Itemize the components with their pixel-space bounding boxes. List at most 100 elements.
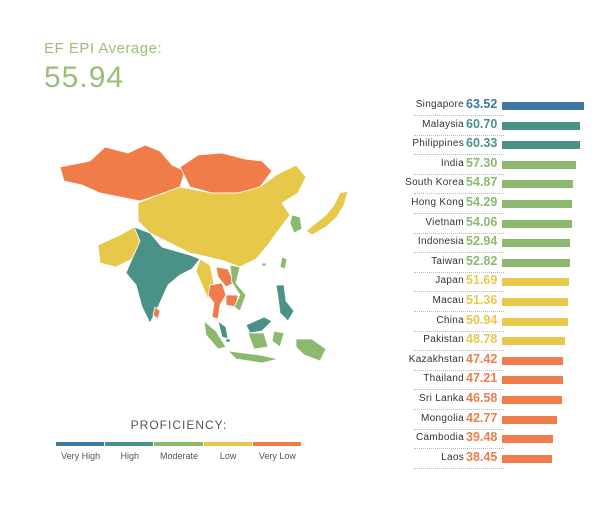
legend-label: Very Low — [258, 451, 296, 461]
country-name: Laos — [441, 451, 464, 463]
map-region-indonesia — [203, 320, 327, 364]
legend-item: Low — [203, 442, 253, 461]
country-row: Philippines 60.33 — [380, 135, 612, 156]
country-score: 57.30 — [466, 155, 498, 170]
row-divider — [414, 369, 504, 371]
map-region-hong-kong — [261, 262, 267, 267]
legend-item: Very Low — [252, 442, 302, 461]
score-bar — [502, 337, 565, 346]
country-row: Malaysia 60.70 — [380, 116, 612, 136]
map-region-vietnam — [229, 264, 247, 312]
country-name: Mongolia — [421, 412, 464, 424]
country-score: 42.77 — [466, 410, 498, 425]
map-region-south-korea — [289, 214, 303, 234]
score-bar — [502, 454, 552, 463]
country-score: 46.58 — [466, 391, 498, 405]
country-row: Taiwan 52.82 — [380, 253, 612, 273]
country-row: Singapore 63.52 — [380, 96, 612, 116]
country-name: Indonesia — [417, 236, 464, 248]
row-divider — [414, 134, 504, 136]
country-row: Vietnam 54.06 — [380, 214, 612, 234]
country-row: India 57.30 — [380, 155, 612, 175]
country-name: Sri Lanka — [419, 393, 464, 404]
legend-swatch — [154, 442, 203, 446]
country-score: 47.42 — [466, 351, 498, 366]
map-region-mongolia — [179, 152, 273, 194]
score-bar — [502, 356, 564, 365]
map-region-sri-lanka — [152, 306, 161, 320]
row-divider — [414, 115, 504, 116]
country-score: 48.78 — [466, 332, 498, 347]
country-row: Indonesia 52.94 — [380, 233, 612, 254]
country-score: 54.06 — [466, 214, 498, 229]
row-divider — [414, 467, 504, 469]
score-bar — [502, 278, 569, 287]
country-score: 47.21 — [466, 371, 498, 386]
country-score: 51.36 — [466, 293, 498, 307]
country-row: Cambodia 39.48 — [380, 429, 612, 450]
country-row: Japan 51.69 — [380, 272, 612, 293]
legend-label: Moderate — [159, 451, 198, 461]
legend-item: Moderate — [154, 442, 203, 461]
country-name: China — [436, 314, 464, 326]
map-region-laos — [215, 266, 235, 288]
row-divider — [414, 428, 504, 430]
country-row: Sri Lanka 46.58 — [380, 390, 612, 410]
score-bar — [502, 219, 572, 228]
row-divider — [414, 173, 504, 175]
country-name: Thailand — [423, 373, 464, 385]
legend-label: Low — [219, 451, 237, 461]
country-score: 54.87 — [466, 175, 498, 190]
asia-proficiency-map — [59, 144, 349, 364]
country-row: Hong Kong 54.29 — [380, 194, 612, 214]
country-row: Laos 38.45 — [380, 449, 612, 469]
row-divider — [414, 193, 504, 195]
score-bar — [502, 435, 553, 444]
legend-label: Very High — [61, 451, 101, 461]
score-bar — [502, 239, 571, 248]
row-divider — [414, 330, 504, 332]
map-region-singapore — [225, 338, 231, 343]
country-score: 51.69 — [466, 273, 498, 288]
country-score: 54.29 — [466, 195, 498, 209]
legend-label: High — [120, 451, 140, 461]
map-region-china — [137, 164, 307, 268]
country-row: South Korea 54.87 — [380, 174, 612, 195]
country-name: India — [440, 157, 464, 169]
country-name: Taiwan — [431, 255, 464, 267]
country-score: 52.94 — [466, 234, 498, 249]
country-row: Pakistan 48.78 — [380, 331, 612, 352]
legend-swatch — [252, 442, 301, 446]
row-divider — [414, 271, 504, 273]
country-name: Hong Kong — [411, 197, 464, 208]
row-divider — [414, 389, 504, 391]
score-bar — [502, 141, 580, 150]
country-score: 50.94 — [466, 312, 498, 327]
score-bar — [502, 396, 563, 404]
row-divider — [414, 350, 504, 352]
country-score: 63.52 — [466, 97, 498, 111]
country-name: Cambodia — [416, 432, 464, 444]
country-name: Singapore — [415, 99, 464, 110]
country-name: Malaysia — [422, 118, 464, 130]
row-divider — [414, 213, 504, 214]
country-row: Thailand 47.21 — [380, 370, 612, 391]
country-row: Kazakhstan 47.42 — [380, 351, 612, 371]
row-divider — [414, 291, 504, 293]
country-score: 60.33 — [466, 136, 498, 151]
score-bar — [502, 376, 563, 385]
score-bar — [502, 317, 568, 326]
country-name: Vietnam — [425, 216, 464, 228]
row-divider — [414, 252, 504, 254]
row-divider — [414, 232, 504, 234]
country-row: Macau 51.36 — [380, 292, 612, 312]
average-value: 55.94 — [44, 61, 125, 94]
legend-swatch — [105, 442, 154, 446]
map-region-kazakhstan — [59, 144, 186, 202]
country-score: 52.82 — [466, 253, 498, 268]
legend-item: Very High — [56, 442, 105, 461]
country-name: Macau — [432, 295, 464, 306]
score-bar — [502, 121, 581, 130]
legend-swatch — [56, 442, 105, 446]
proficiency-legend: PROFICIENCY: Very High High Moderate Low Ver… — [56, 418, 302, 461]
